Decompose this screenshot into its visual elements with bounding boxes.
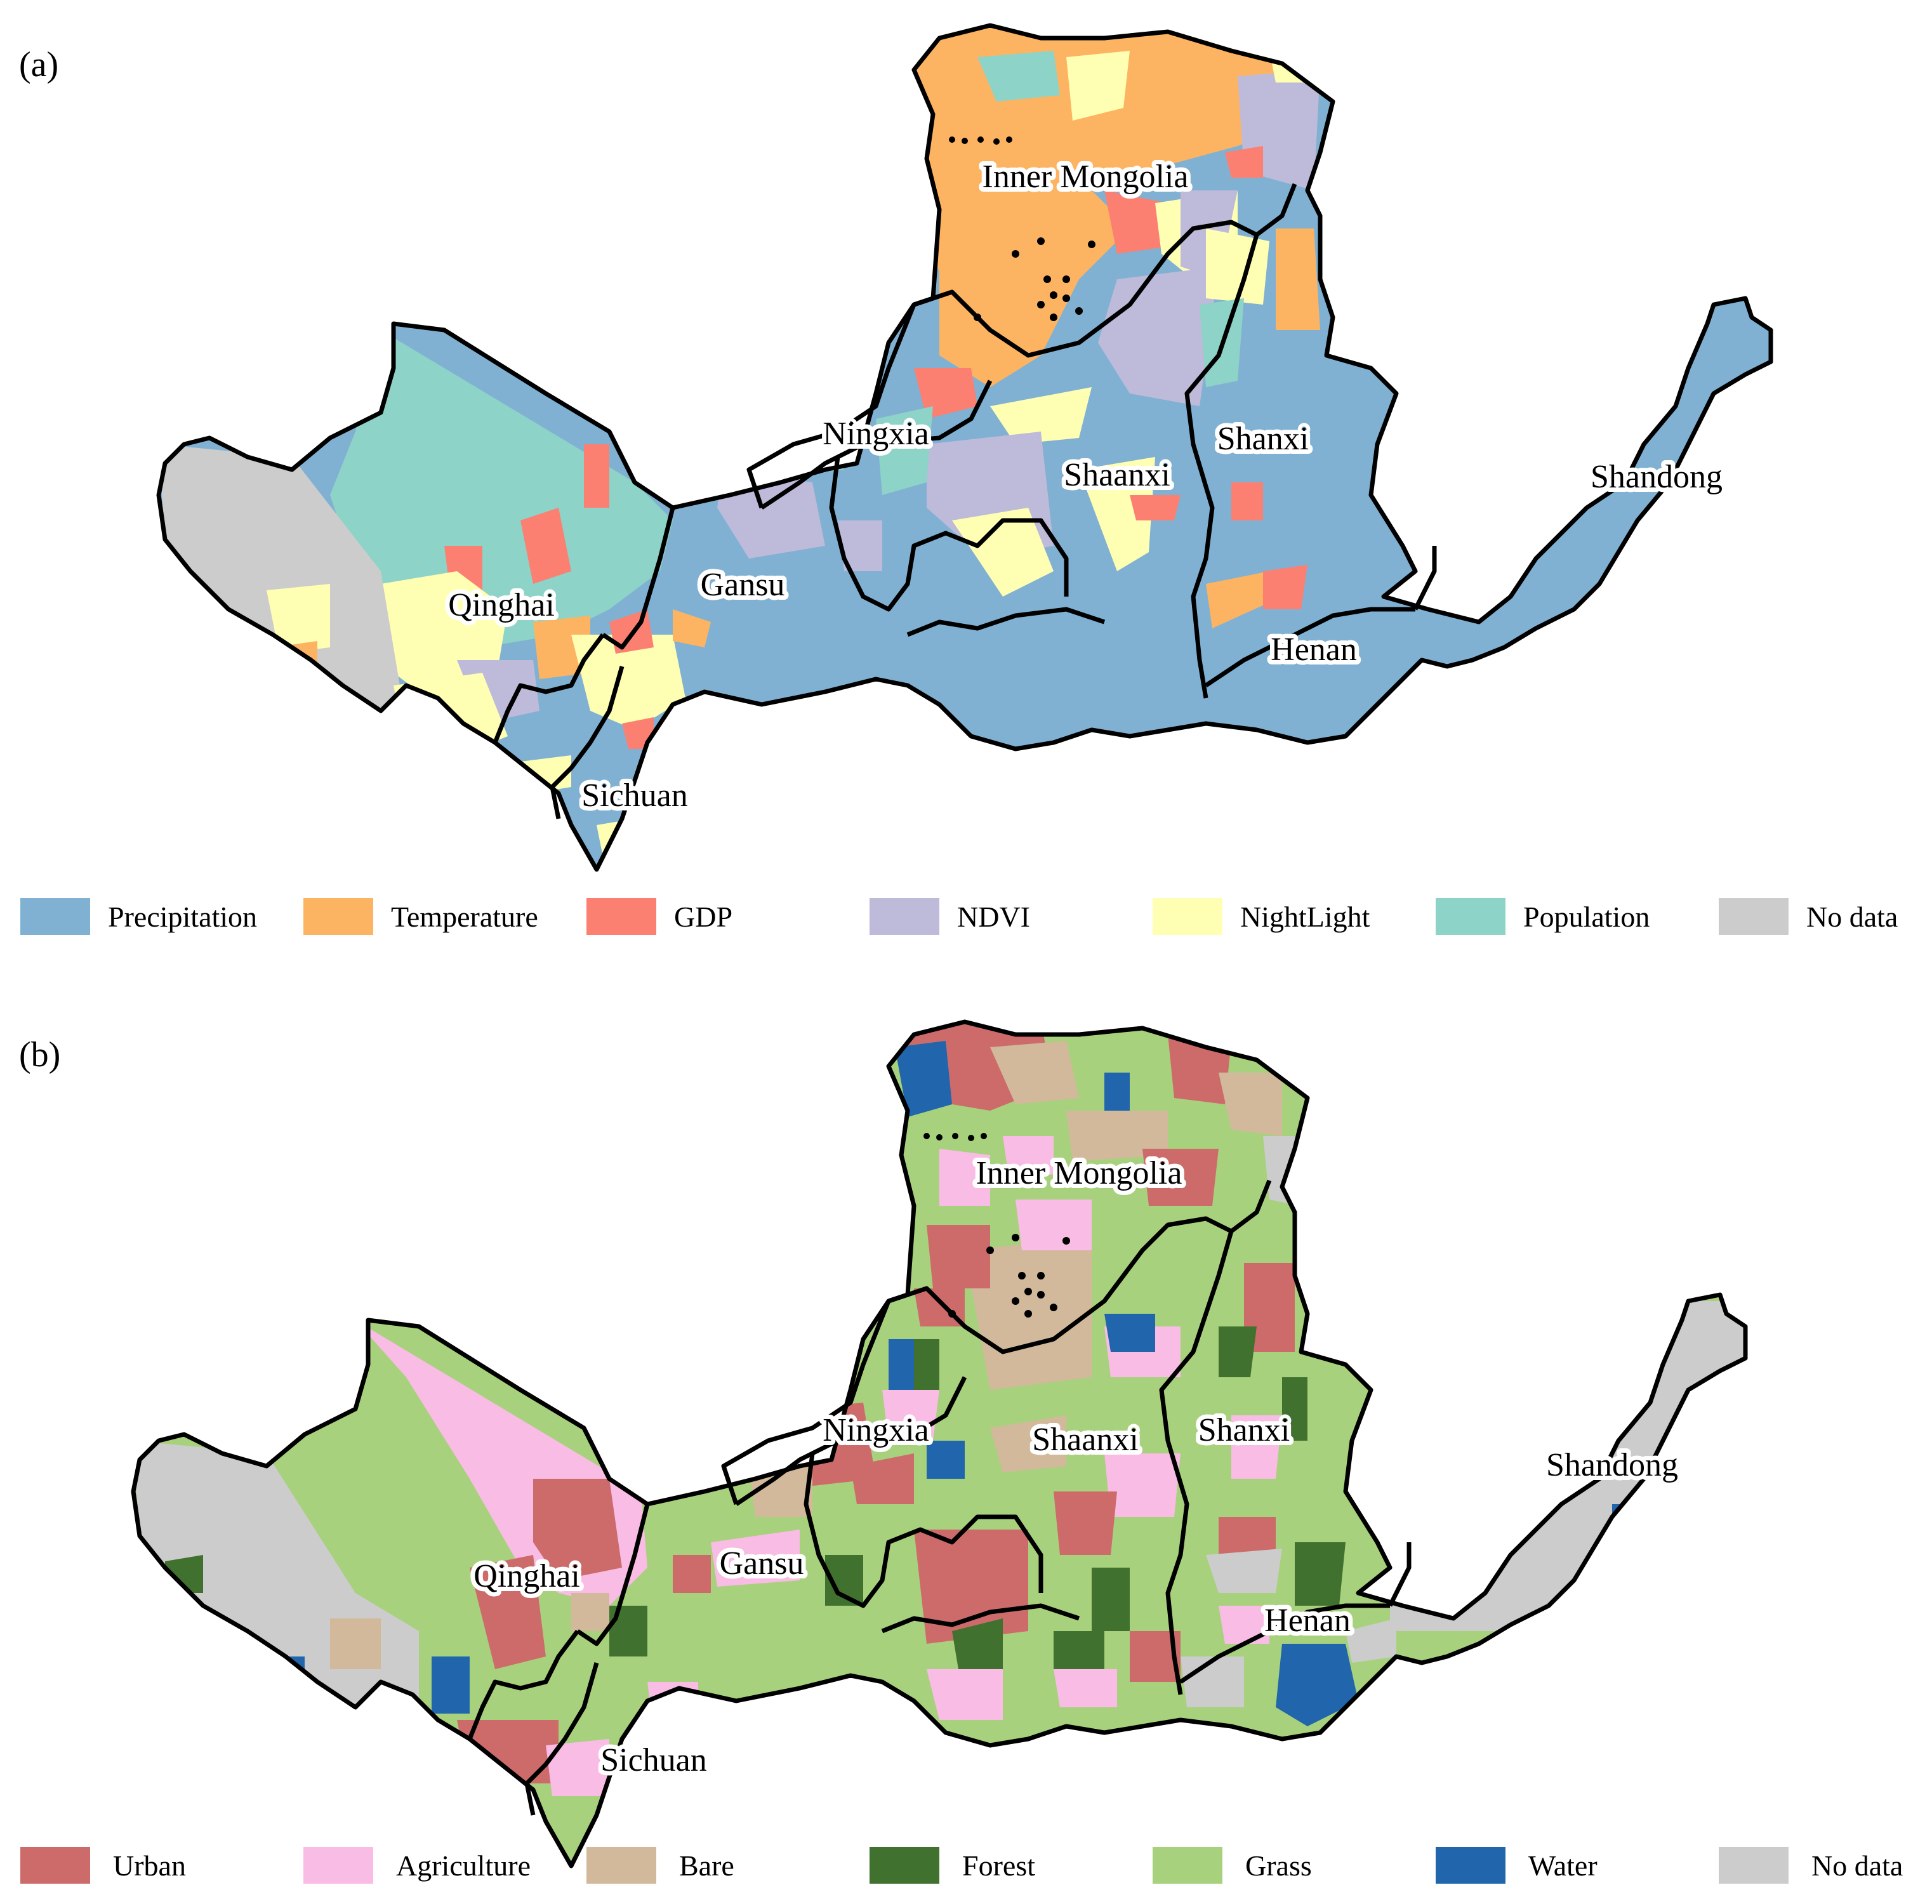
legend-item: No data	[1719, 898, 1898, 935]
province-label: Sichuan	[581, 777, 688, 814]
basin-map-a	[159, 25, 1771, 869]
legend-swatch-no-data	[1719, 1847, 1789, 1884]
legend-swatch-bare	[586, 1847, 656, 1884]
legend-item: Urban	[20, 1847, 186, 1884]
province-borders-b	[467, 1179, 1412, 1816]
province-label: Inner Mongolia	[976, 1155, 1182, 1191]
legend-swatch-water	[1436, 1847, 1505, 1884]
province-label: Ningxia	[823, 416, 929, 452]
province-label: Shanxi	[1217, 421, 1309, 457]
province-label: Qinghai	[448, 587, 555, 623]
legend-item: Agriculture	[303, 1847, 531, 1884]
legend-swatch-nightlight	[1153, 898, 1222, 935]
panel-b-land-use-map: (b)	[19, 1022, 1903, 1884]
province-label: Shaanxi	[1032, 1422, 1139, 1458]
province-borders-a	[493, 183, 1437, 819]
legend-item: Temperature	[303, 898, 538, 935]
province-label: Henan	[1264, 1603, 1351, 1639]
legend-swatch-ndvi	[870, 898, 939, 935]
basin-map-b	[133, 1022, 1752, 1866]
legend-swatch-grass	[1153, 1847, 1222, 1884]
legend-item: Precipitation	[20, 898, 257, 935]
legend-label: Forest	[962, 1849, 1035, 1882]
legend-item: Grass	[1153, 1847, 1312, 1884]
legend-item: GDP	[586, 898, 732, 935]
legend-swatch-temperature	[303, 898, 373, 935]
legend-label: Precipitation	[108, 901, 257, 933]
province-labels-b: Inner Mongolia Ningxia Shanxi Shaanxi Sh…	[469, 1151, 1683, 1783]
province-label: Ningxia	[823, 1412, 929, 1448]
legend-swatch-no-data	[1719, 898, 1789, 935]
legend-item: Water	[1436, 1847, 1598, 1884]
legend-swatch-population	[1436, 898, 1505, 935]
legend-item: Bare	[586, 1847, 734, 1884]
legend-item: Forest	[870, 1847, 1035, 1884]
legend-item: NDVI	[870, 898, 1030, 935]
legend-label: Water	[1528, 1849, 1598, 1882]
city-markers-b	[923, 1133, 1070, 1318]
legend-label: No data	[1806, 901, 1898, 933]
legend-label: NightLight	[1240, 901, 1370, 933]
legend-swatch-gdp	[586, 898, 656, 935]
legend-label: No data	[1811, 1849, 1903, 1882]
province-label: Inner Mongolia	[983, 159, 1189, 195]
panel-a-dominant-factor-map: (a)	[19, 25, 1898, 935]
legend-label: Urban	[113, 1849, 186, 1882]
legend-item: Population	[1436, 898, 1650, 935]
legend-item: NightLight	[1153, 898, 1370, 935]
province-label: Gansu	[720, 1545, 804, 1582]
province-label: Gansu	[701, 567, 785, 603]
legend-label: Temperature	[391, 901, 538, 933]
legend-label: NDVI	[957, 901, 1030, 933]
province-label: Shandong	[1591, 459, 1723, 495]
province-label: Henan	[1271, 631, 1357, 668]
legend-label: GDP	[674, 901, 732, 933]
province-label: Shandong	[1546, 1447, 1678, 1483]
factor-patches-a	[159, 25, 1333, 857]
legend-a: Precipitation Temperature GDP NDVI Night…	[20, 898, 1898, 935]
legend-swatch-agriculture	[303, 1847, 373, 1884]
legend-swatch-forest	[870, 1847, 939, 1884]
legend-b: Urban Agriculture Bare Forest Grass Wate…	[20, 1847, 1903, 1884]
province-label: Sichuan	[600, 1742, 707, 1778]
province-labels-a: Inner Mongolia Ningxia Shanxi Shaanxi Sh…	[444, 154, 1727, 818]
legend-swatch-precipitation	[20, 898, 90, 935]
legend-label: Population	[1523, 901, 1650, 933]
legend-swatch-urban	[20, 1847, 90, 1884]
panel-a-label: (a)	[19, 45, 58, 84]
province-label: Qinghai	[473, 1558, 580, 1594]
legend-item: No data	[1719, 1847, 1903, 1884]
province-label: Shanxi	[1198, 1412, 1290, 1448]
legend-label: Grass	[1245, 1849, 1312, 1882]
province-label: Shaanxi	[1064, 457, 1170, 493]
legend-label: Agriculture	[396, 1849, 531, 1882]
legend-label: Bare	[679, 1849, 734, 1882]
panel-b-label: (b)	[19, 1035, 60, 1074]
city-markers-a	[949, 136, 1095, 321]
